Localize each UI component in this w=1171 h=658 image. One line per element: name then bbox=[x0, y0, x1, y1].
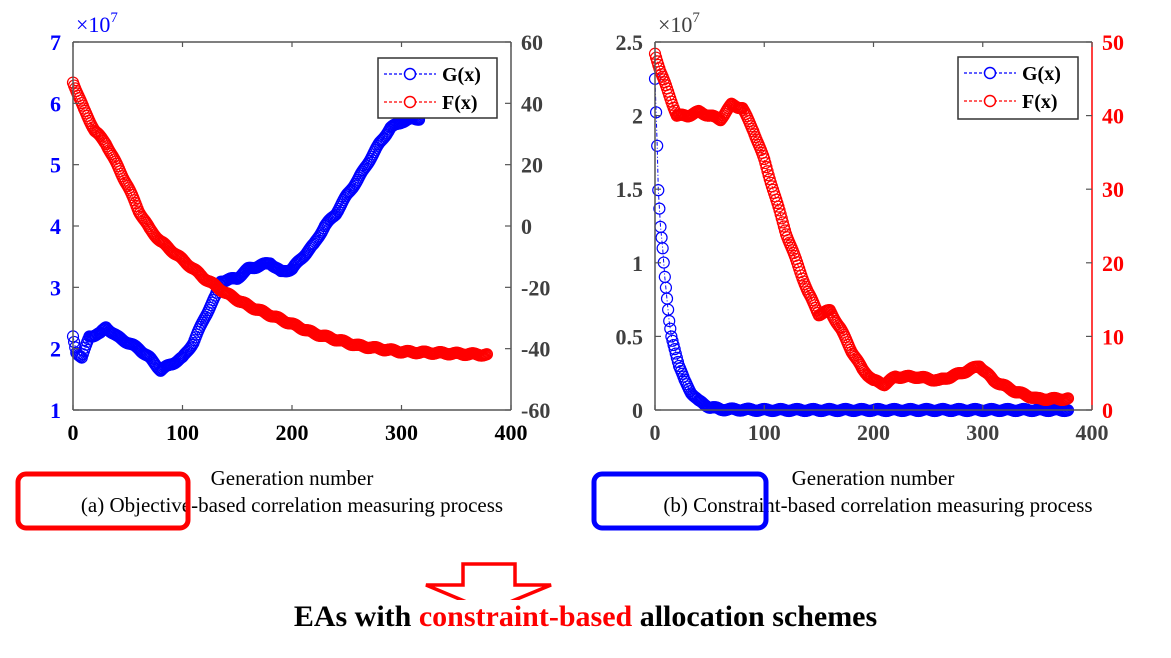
x-tick-label: 0 bbox=[650, 420, 661, 445]
y-left-tick-label: 6 bbox=[50, 91, 61, 116]
x-tick-label: 400 bbox=[1076, 420, 1109, 445]
down-arrow-icon bbox=[425, 562, 552, 600]
y-right-tick-label: 40 bbox=[521, 91, 543, 116]
y-left-tick-label: 4 bbox=[50, 214, 61, 239]
legend: G(x) F(x) bbox=[957, 56, 1079, 120]
legend-box bbox=[957, 56, 1079, 120]
data-point bbox=[652, 184, 665, 197]
y-left-tick-label: 0.5 bbox=[616, 324, 644, 349]
data-point bbox=[1061, 392, 1075, 405]
y-left-tick-label: 2 bbox=[632, 104, 643, 129]
x-tick-label: 300 bbox=[385, 420, 418, 445]
y-left-tick-label: 0 bbox=[632, 398, 643, 423]
data-point bbox=[651, 139, 664, 152]
y-right-tick-label: 20 bbox=[521, 153, 543, 178]
y-right-tick-label: 40 bbox=[1102, 104, 1124, 129]
y-left-tick-label: 7 bbox=[50, 30, 61, 55]
y-right-tick-label: 0 bbox=[1102, 398, 1113, 423]
legend-label: G(x) bbox=[1022, 63, 1061, 85]
data-point bbox=[669, 347, 682, 360]
x-tick-label: 200 bbox=[276, 420, 309, 445]
conclusion-text: EAs with constraint-based allocation sch… bbox=[0, 600, 1171, 634]
y-right-tick-label: 0 bbox=[521, 214, 532, 239]
right-highlight-box bbox=[591, 471, 769, 531]
chart-left: 0 100 200 300 400 1 2 3 4 5 6 7 -60 -40 -20 0 20 40 60 ×107… bbox=[15, 10, 550, 531]
conclusion-highlight: constraint-based bbox=[418, 600, 633, 633]
y-right-tick-label: 30 bbox=[1102, 177, 1124, 202]
data-point bbox=[656, 242, 669, 255]
legend-marker bbox=[983, 94, 997, 108]
data-point bbox=[649, 106, 663, 119]
conclusion-suffix: allocation schemes bbox=[632, 600, 878, 633]
x-tick-label: 400 bbox=[495, 420, 528, 445]
figure-canvas: 0 100 200 300 4001234567-60-40-200204060×107… bbox=[15, 10, 1125, 600]
series-fx bbox=[648, 47, 1075, 407]
y-right-tick-label: 10 bbox=[1102, 324, 1124, 349]
data-point bbox=[664, 322, 677, 335]
y-left-tick-label: 2.5 bbox=[616, 30, 644, 55]
y-exponent-power: 7 bbox=[110, 10, 118, 26]
conclusion-prefix: EAs with bbox=[293, 600, 419, 633]
x-tick-label: 0 bbox=[68, 420, 79, 445]
y-exponent-label: ×107 bbox=[658, 10, 700, 37]
x-tick-label: 300 bbox=[966, 420, 999, 445]
x-tick-label: 100 bbox=[166, 420, 199, 445]
legend-label: F(x) bbox=[442, 92, 478, 114]
y-right-tick-label: -40 bbox=[521, 337, 550, 362]
y-left-tick-label: 1.5 bbox=[616, 177, 644, 202]
legend-box bbox=[377, 57, 498, 119]
legend-marker bbox=[403, 95, 417, 109]
data-point bbox=[666, 334, 679, 347]
data-point bbox=[480, 348, 494, 361]
y-left-tick-label: 2 bbox=[50, 337, 61, 362]
series-gx bbox=[66, 111, 426, 377]
x-tick-label: 200 bbox=[857, 420, 890, 445]
data-point bbox=[665, 330, 678, 343]
right-xlabel: Generation number bbox=[792, 466, 955, 490]
y-left-tick-label: 1 bbox=[50, 398, 61, 423]
y-right-tick-label: 20 bbox=[1102, 251, 1124, 276]
y-left-tick-label: 1 bbox=[632, 251, 643, 276]
legend-label: F(x) bbox=[1022, 91, 1058, 113]
y-left-tick-label: 3 bbox=[50, 275, 61, 300]
left-caption: (a) Objective-based correlation measurin… bbox=[81, 493, 503, 517]
y-left-tick-label: 5 bbox=[50, 153, 61, 178]
left-highlight-box bbox=[15, 471, 191, 531]
right-caption: (b) Constraint-based correlation measuri… bbox=[663, 493, 1092, 517]
data-point bbox=[831, 318, 844, 331]
data-point bbox=[668, 343, 681, 356]
left-xlabel: Generation number bbox=[211, 466, 374, 490]
y-right-tick-label: 60 bbox=[521, 30, 543, 55]
x-tick-label: 100 bbox=[748, 420, 781, 445]
y-exponent-power: 7 bbox=[692, 10, 700, 26]
legend-label: G(x) bbox=[442, 64, 481, 86]
legend: G(x) F(x) bbox=[377, 57, 498, 119]
chart-right: 0 100 200 300 40000.511.522.501020304050×107… bbox=[591, 10, 1125, 531]
y-right-tick-label: 50 bbox=[1102, 30, 1124, 55]
series-fx bbox=[66, 76, 494, 362]
y-right-tick-label: -20 bbox=[521, 275, 550, 300]
data-point bbox=[653, 202, 666, 215]
right-plot-area: 0 100 200 300 40000.511.522.501020304050×107… bbox=[616, 10, 1125, 445]
legend-marker bbox=[983, 66, 997, 80]
left-plot-area: 0 100 200 300 400 1 2 3 4 5 6 7 -60 -40 -20 0 20 40 60 ×107… bbox=[50, 10, 550, 445]
data-point bbox=[711, 111, 724, 125]
data-point bbox=[663, 314, 676, 328]
y-right-tick-label: -60 bbox=[521, 398, 550, 423]
y-exponent-label: ×107 bbox=[76, 10, 118, 37]
legend-marker bbox=[403, 67, 417, 81]
